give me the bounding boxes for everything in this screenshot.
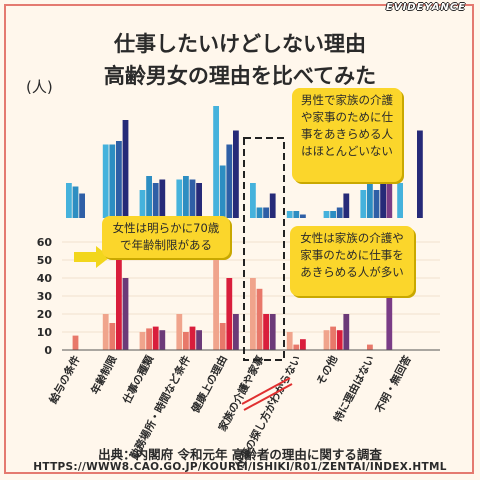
female-bar — [122, 278, 129, 350]
female-bar — [183, 332, 189, 350]
x-tick-label: 特に理由はない — [331, 353, 377, 424]
title-line-1: 仕事したいけどしない理由 — [114, 32, 366, 56]
female-bar — [386, 290, 393, 350]
y-tick-label: 10 — [37, 326, 53, 339]
female-bar — [159, 330, 166, 350]
x-tick-label: 年齢制限 — [88, 353, 119, 397]
male-bar — [233, 130, 239, 218]
female-age-callout: 女性は明らかに70歳で年齢制限がある — [102, 216, 230, 258]
male-bar — [146, 176, 152, 218]
female-bar — [226, 278, 233, 350]
female-bar — [233, 314, 239, 350]
male-bar — [116, 141, 122, 218]
male-bar — [66, 183, 72, 218]
female-bar — [152, 326, 159, 350]
y-tick-label: 40 — [37, 272, 53, 285]
male-bar — [183, 176, 189, 218]
female-bar — [102, 314, 109, 350]
underline-stroke — [241, 377, 291, 405]
male-bar — [122, 120, 129, 218]
female-bar — [343, 314, 350, 350]
male-bar — [139, 190, 146, 218]
male-bar — [286, 211, 293, 218]
male-bar — [152, 183, 159, 218]
female-bar — [263, 314, 269, 350]
source-title: 出典：内閣府 令和元年 高齢者の理由に関する調査 — [98, 447, 382, 462]
male-bar — [256, 207, 263, 218]
female-bar — [300, 339, 306, 350]
male-bar — [360, 190, 367, 218]
highlight-box — [243, 137, 285, 361]
male-bar — [367, 176, 373, 218]
female-bar — [109, 323, 116, 350]
male-bar — [397, 183, 403, 218]
male-bar — [323, 211, 330, 218]
x-tick-label: 健康上の理由 — [189, 353, 230, 415]
male-bar — [102, 144, 109, 218]
x-tick-label: その他 — [314, 353, 341, 387]
x-tick-label: 給与の条件 — [47, 353, 83, 406]
female-bar — [72, 335, 79, 350]
female-bar — [176, 314, 183, 350]
female-bar — [189, 326, 196, 350]
female-bar — [336, 330, 343, 350]
male-bar — [343, 193, 350, 218]
male-bar — [373, 190, 380, 218]
x-tick-label: 仕事の種類 — [120, 353, 157, 407]
female-bar — [323, 330, 330, 350]
female-bar — [196, 330, 202, 350]
female-bar — [139, 332, 146, 350]
underline-stroke — [243, 383, 293, 411]
male-bar — [336, 207, 343, 218]
pointer-arrow — [74, 246, 110, 268]
y-tick-label: 20 — [37, 308, 53, 321]
male-bar — [293, 211, 300, 218]
male-bar — [213, 106, 219, 218]
male-bar — [250, 183, 256, 218]
female-bar — [213, 260, 219, 350]
male-bar — [196, 183, 202, 218]
female-bars — [72, 256, 393, 350]
female-bar — [146, 328, 152, 350]
male-bar — [417, 130, 423, 218]
female-bar — [116, 256, 122, 350]
y-tick-label: 30 — [37, 290, 53, 303]
male-bar — [263, 207, 269, 218]
y-axis-unit: (人) — [26, 78, 53, 96]
brand-logo: EVIDEYANCE — [386, 2, 466, 13]
decorations — [74, 137, 293, 411]
x-tick-label: 不明・無回答 — [373, 353, 414, 415]
female-bar — [219, 323, 226, 350]
y-tick-label: 50 — [37, 254, 53, 267]
female-family-callout: 女性は家族の介護や家事のために仕事をあきらめる人が多い — [290, 226, 414, 296]
y-tick-label: 0 — [44, 344, 52, 357]
source-url: HTTPS://WWW8.CAO.GO.JP/KOUREI/ISHIKI/R01… — [33, 461, 447, 473]
female-bar — [293, 344, 300, 350]
male-bar — [79, 193, 85, 218]
male-bar — [269, 193, 276, 218]
female-bar — [286, 332, 293, 350]
female-bar — [250, 278, 256, 350]
male-bar — [176, 179, 183, 218]
male-bar — [72, 186, 79, 218]
male-bar — [109, 144, 116, 218]
female-bar — [269, 314, 276, 350]
female-bar — [367, 344, 373, 350]
title-line-2: 高齢男女の理由を比べてみた — [103, 64, 377, 88]
male-bar — [219, 165, 226, 218]
male-bar — [159, 179, 166, 218]
male-bar — [330, 211, 336, 218]
y-tick-label: 60 — [37, 236, 53, 249]
male-bars — [66, 106, 423, 218]
female-bar — [256, 288, 263, 350]
female-bar — [330, 326, 336, 350]
male-bar — [300, 214, 306, 218]
male-callout: 男性で家族の介護や家事のために仕事をあきらめる人はほとんどいない — [292, 88, 402, 182]
male-bar — [189, 179, 196, 218]
male-bar — [226, 144, 233, 218]
